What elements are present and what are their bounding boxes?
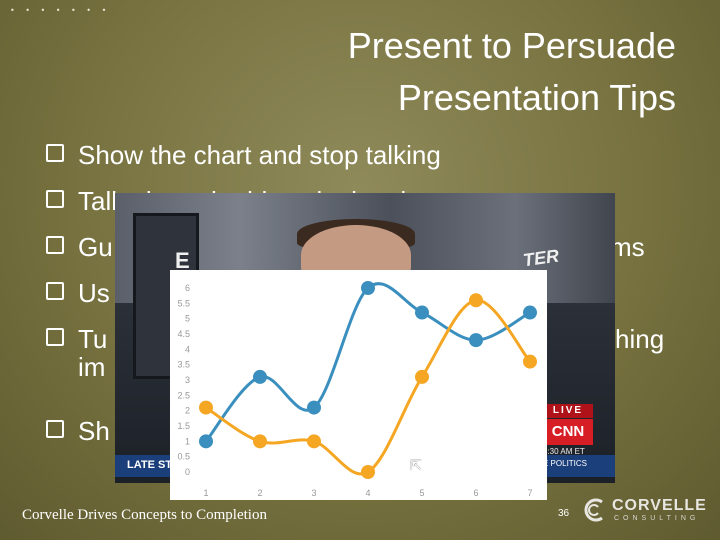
bullet-item: Us bbox=[46, 270, 686, 316]
y-tick-label: 3 bbox=[185, 375, 190, 385]
series-1-point bbox=[523, 305, 537, 320]
x-tick-label: 2 bbox=[257, 488, 262, 498]
slide-title: Present to Persuade Presentation Tips bbox=[256, 20, 676, 124]
footer-tagline: Corvelle Drives Concepts to Completion bbox=[22, 507, 267, 523]
line-chart: 0 0.5 1 1.5 2 2.5 3 3.5 4 4.5 5 5.5 6 1 2 3 4 5 6 7 bbox=[170, 270, 547, 500]
lower-third-right-text: E POLITICS bbox=[543, 459, 588, 468]
wall-letter: E bbox=[175, 248, 190, 273]
series-2-point bbox=[361, 465, 375, 479]
mouse-cursor-icon: ⇱ bbox=[410, 458, 422, 474]
corvelle-logo: CORVELLE CONSULTING bbox=[582, 494, 712, 530]
series-1-point bbox=[199, 434, 213, 449]
y-tick-label: 2 bbox=[185, 406, 190, 416]
y-tick-label: 3.5 bbox=[177, 360, 190, 370]
y-tick-label: 5.5 bbox=[177, 298, 190, 308]
y-tick-label: 2.5 bbox=[177, 390, 190, 400]
series-1-point bbox=[361, 281, 375, 295]
checkbox-bullet-icon bbox=[46, 328, 64, 346]
checkbox-bullet-icon bbox=[46, 236, 64, 254]
y-tick-label: 0 bbox=[185, 467, 190, 477]
broadcast-time: 8:30 AM ET bbox=[543, 447, 585, 456]
checkbox-bullet-icon bbox=[46, 190, 64, 208]
x-tick-label: 3 bbox=[311, 488, 316, 498]
bullet-item: Show the chart and stop talking bbox=[46, 132, 686, 178]
decorative-dots: • • • • • • • bbox=[10, 6, 111, 15]
corvelle-logo-icon bbox=[584, 498, 603, 522]
series-2-point bbox=[307, 434, 321, 449]
checkbox-bullet-icon bbox=[46, 282, 64, 300]
series-1-point bbox=[253, 369, 267, 384]
bullet-item: Sh bbox=[46, 408, 686, 454]
y-tick-label: 0.5 bbox=[177, 452, 190, 462]
series-1-point bbox=[415, 305, 429, 320]
checkbox-bullet-icon bbox=[46, 144, 64, 162]
logo-name: CORVELLE bbox=[612, 497, 707, 514]
x-tick-label: 1 bbox=[203, 488, 208, 498]
logo-subtitle: CONSULTING bbox=[614, 515, 700, 522]
lower-third-left-text: LATE STA bbox=[127, 459, 180, 471]
series-2-point bbox=[523, 354, 537, 369]
y-tick-label: 1.5 bbox=[177, 421, 190, 431]
y-tick-label: 4 bbox=[185, 344, 190, 354]
series-2-point bbox=[415, 369, 429, 384]
series-line-1 bbox=[204, 282, 531, 443]
y-tick-label: 5 bbox=[185, 314, 190, 324]
x-tick-label: 6 bbox=[473, 488, 478, 498]
x-tick-label: 7 bbox=[527, 488, 532, 498]
chart-svg: 0 0.5 1 1.5 2 2.5 3 3.5 4 4.5 5 5.5 6 1 2 3 4 5 6 7 bbox=[177, 281, 537, 498]
x-tick-label: 5 bbox=[419, 488, 424, 498]
series-1-point bbox=[307, 400, 321, 415]
checkbox-bullet-icon bbox=[46, 420, 64, 438]
title-line-1: Present to Persuade bbox=[347, 25, 676, 66]
bullet-wrap-text: im bbox=[78, 352, 106, 382]
y-tick-label: 1 bbox=[185, 436, 190, 446]
y-tick-label: 4.5 bbox=[177, 329, 190, 339]
x-tick-label: 4 bbox=[365, 488, 370, 498]
series-2-point bbox=[469, 293, 483, 308]
series-2-point bbox=[199, 400, 213, 415]
cnn-logo: CNN bbox=[543, 419, 593, 445]
series-line-2 bbox=[205, 298, 532, 476]
live-badge: LIVE bbox=[543, 404, 593, 418]
page-number: 36 bbox=[558, 508, 570, 519]
bullet-item: Gu ms bbox=[46, 224, 686, 270]
title-line-2: Presentation Tips bbox=[397, 77, 676, 118]
series-1-point bbox=[469, 333, 483, 348]
y-tick-label: 6 bbox=[185, 283, 190, 293]
series-2-point bbox=[253, 434, 267, 449]
